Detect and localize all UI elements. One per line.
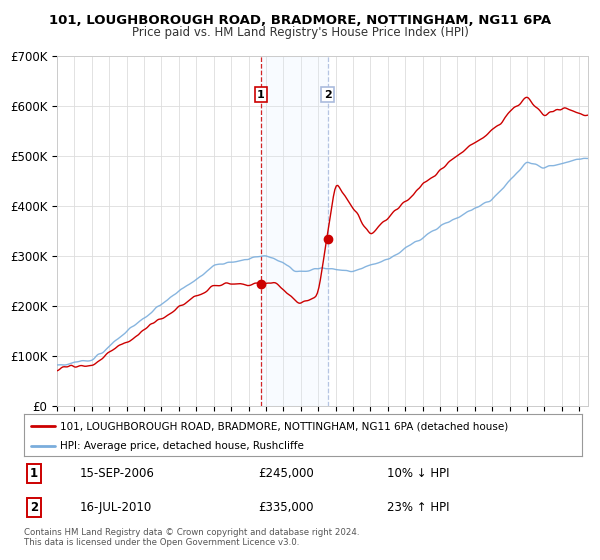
Text: Contains HM Land Registry data © Crown copyright and database right 2024.
This d: Contains HM Land Registry data © Crown c… [24,528,359,547]
Bar [261,56,328,406]
Text: 101, LOUGHBOROUGH ROAD, BRADMORE, NOTTINGHAM, NG11 6PA (detached house): 101, LOUGHBOROUGH ROAD, BRADMORE, NOTTIN… [60,421,509,431]
Text: 1: 1 [257,90,265,100]
Text: 23% ↑ HPI: 23% ↑ HPI [387,501,449,514]
Text: 16-JUL-2010: 16-JUL-2010 [80,501,152,514]
Text: £245,000: £245,000 [259,467,314,480]
Text: 2: 2 [323,90,331,100]
Text: 10% ↓ HPI: 10% ↓ HPI [387,467,449,480]
Text: 101, LOUGHBOROUGH ROAD, BRADMORE, NOTTINGHAM, NG11 6PA: 101, LOUGHBOROUGH ROAD, BRADMORE, NOTTIN… [49,14,551,27]
Text: HPI: Average price, detached house, Rushcliffe: HPI: Average price, detached house, Rush… [60,441,304,451]
Text: Price paid vs. HM Land Registry's House Price Index (HPI): Price paid vs. HM Land Registry's House … [131,26,469,39]
Text: £335,000: £335,000 [259,501,314,514]
Text: 1: 1 [30,467,38,480]
Text: 15-SEP-2006: 15-SEP-2006 [80,467,155,480]
Text: 2: 2 [30,501,38,514]
